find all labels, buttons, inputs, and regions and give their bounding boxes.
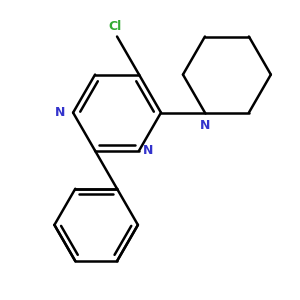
Text: N: N <box>142 144 153 157</box>
Text: N: N <box>55 106 65 119</box>
Text: Cl: Cl <box>108 20 122 33</box>
Text: N: N <box>200 119 210 132</box>
